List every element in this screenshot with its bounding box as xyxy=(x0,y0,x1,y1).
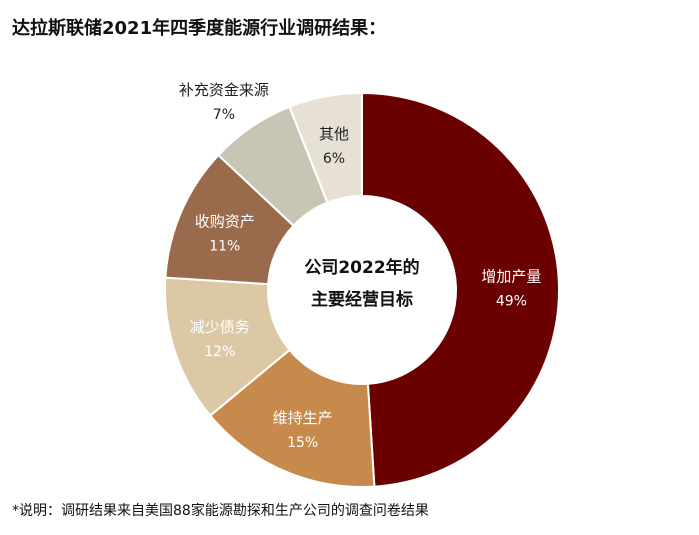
slice-label-4: 收购资产 xyxy=(195,213,255,231)
slice-label-1: 增加产量 xyxy=(481,267,541,285)
slice-label-5: 补充资金来源 xyxy=(179,81,269,99)
donut-slices xyxy=(164,91,560,488)
slice-value-5: 7% xyxy=(213,107,235,123)
slice-label-6: 其他 xyxy=(319,125,349,143)
slice-labels: 增加产量 49% 维持生产 15% 减少债务 12% 收购资产 11% 补充资金来源 7% 其他 6% xyxy=(179,81,542,451)
slice-value-6: 6% xyxy=(323,151,345,167)
slice-value-4: 11% xyxy=(209,239,240,255)
slice-value-2: 15% xyxy=(287,435,318,451)
slice-label-2: 维持生产 xyxy=(273,409,333,427)
donut-hole xyxy=(268,196,456,384)
center-label-line1: 公司2022年的 xyxy=(304,257,419,278)
footnote: *说明：调研结果来自美国88家能源勘探和生产公司的调查问卷结果 xyxy=(12,503,429,519)
chart-title: 达拉斯联储2021年四季度能源行业调研结果： xyxy=(12,18,387,39)
slice-6 xyxy=(288,91,363,204)
slice-value-1: 49% xyxy=(496,293,527,309)
center-label-line2: 主要经营目标 xyxy=(311,289,413,310)
slice-label-3: 减少债务 xyxy=(190,318,250,336)
slice-value-3: 12% xyxy=(204,344,235,360)
